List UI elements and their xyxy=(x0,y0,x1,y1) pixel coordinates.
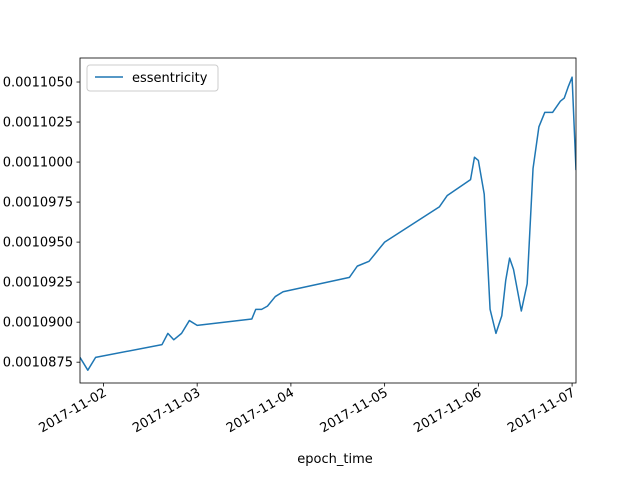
y-axis: 0.0010875 0.0010900 0.0010925 0.0010950 0.00… xyxy=(3,76,80,371)
series-line-essentricity xyxy=(80,76,576,371)
x-tick-label: 2017-11-07 xyxy=(505,385,578,436)
y-tick-label: 0.0010950 xyxy=(3,236,73,251)
x-tick-label: 2017-11-03 xyxy=(130,385,203,436)
y-tick-label: 0.0011050 xyxy=(3,76,73,91)
x-axis-label: epoch_time xyxy=(297,452,372,467)
x-axis: 2017-11-02 2017-11-03 2017-11-04 2017-11-05… xyxy=(36,383,578,436)
y-tick-label: 0.0010925 xyxy=(3,276,73,291)
axes-frame xyxy=(79,57,577,384)
x-tick-label: 2017-11-04 xyxy=(224,385,297,436)
y-tick-label: 0.0010975 xyxy=(3,196,73,211)
y-tick-label: 0.0010900 xyxy=(3,316,73,331)
legend-box xyxy=(86,64,219,92)
legend: essentricity xyxy=(86,64,219,92)
plot-area xyxy=(80,58,576,383)
x-tick-label: 2017-11-06 xyxy=(411,385,484,436)
x-tick-label: 2017-11-05 xyxy=(318,385,391,436)
y-tick-label: 0.0011025 xyxy=(3,116,73,131)
y-tick-label: 0.0011000 xyxy=(3,156,73,171)
x-tick-label: 2017-11-02 xyxy=(36,385,109,436)
legend-label: essentricity xyxy=(132,71,208,86)
y-tick-label: 0.0010875 xyxy=(3,356,73,371)
